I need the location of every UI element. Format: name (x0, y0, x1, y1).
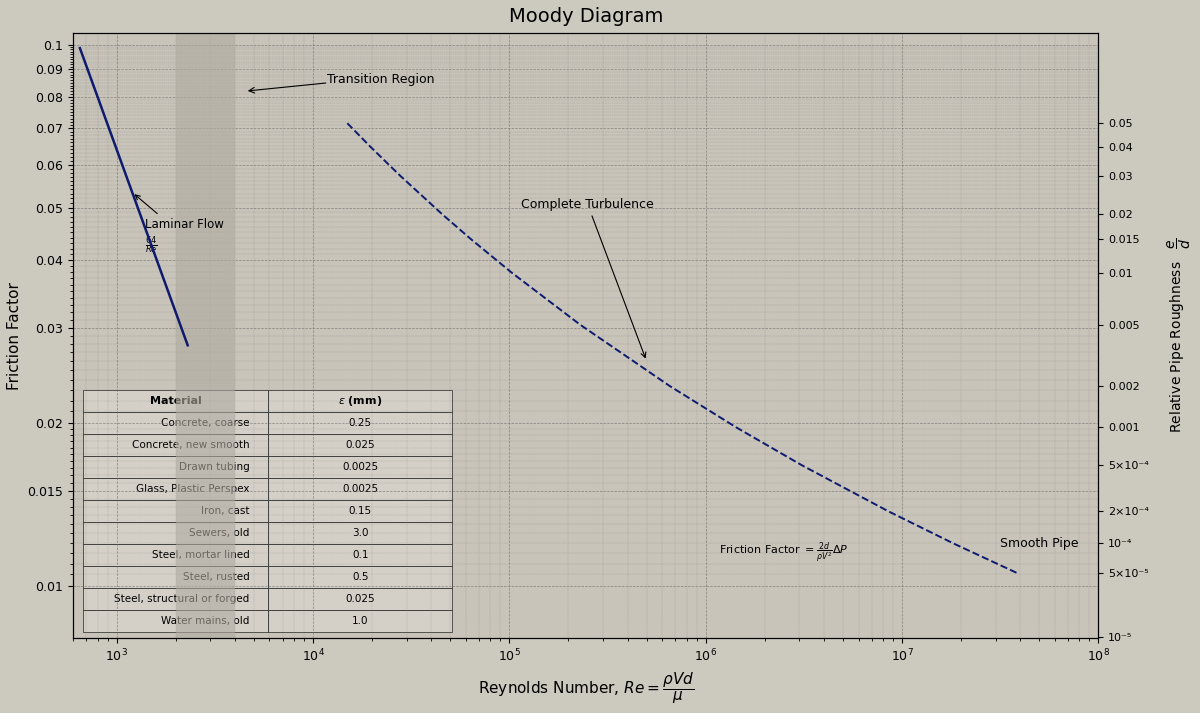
Text: Transition Region: Transition Region (326, 73, 434, 86)
Y-axis label: Friction Factor: Friction Factor (7, 282, 22, 390)
Text: Smooth Pipe: Smooth Pipe (1000, 537, 1079, 550)
Text: Friction Factor $= \frac{2d}{\rho V^2} \Delta P$: Friction Factor $= \frac{2d}{\rho V^2} \… (719, 540, 848, 565)
Y-axis label: Relative Pipe Roughness   $\dfrac{e}{d}$: Relative Pipe Roughness $\dfrac{e}{d}$ (1165, 238, 1193, 434)
X-axis label: Reynolds Number, $Re = \dfrac{\rho V d}{\mu}$: Reynolds Number, $Re = \dfrac{\rho V d}{… (478, 670, 694, 706)
Text: Complete Turbulence: Complete Turbulence (521, 198, 654, 357)
Bar (175, 33, 235, 638)
Text: Laminar Flow
$\frac{64}{Re}$: Laminar Flow $\frac{64}{Re}$ (136, 195, 224, 256)
Title: Moody Diagram: Moody Diagram (509, 7, 662, 26)
